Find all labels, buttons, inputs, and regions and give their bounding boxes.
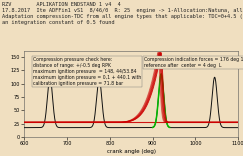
X-axis label: crank angle (deg): crank angle (deg) [107,149,156,154]
Text: Compression pressure check here:
distance of range: +/-0.5 deg RPK
maximum ignit: Compression pressure check here: distanc… [33,57,141,86]
Text: Compression indication forces = 176 deg 1
reference after  center = 4 deg  L: Compression indication forces = 176 deg … [144,57,243,68]
Text: RZV        APLIKATION ENDSTAND 1 v4  4
17.8.2017  Ite ADFFin1 vS1  8/46/0  R: 25: RZV APLIKATION ENDSTAND 1 v4 4 17.8.2017… [2,2,243,25]
